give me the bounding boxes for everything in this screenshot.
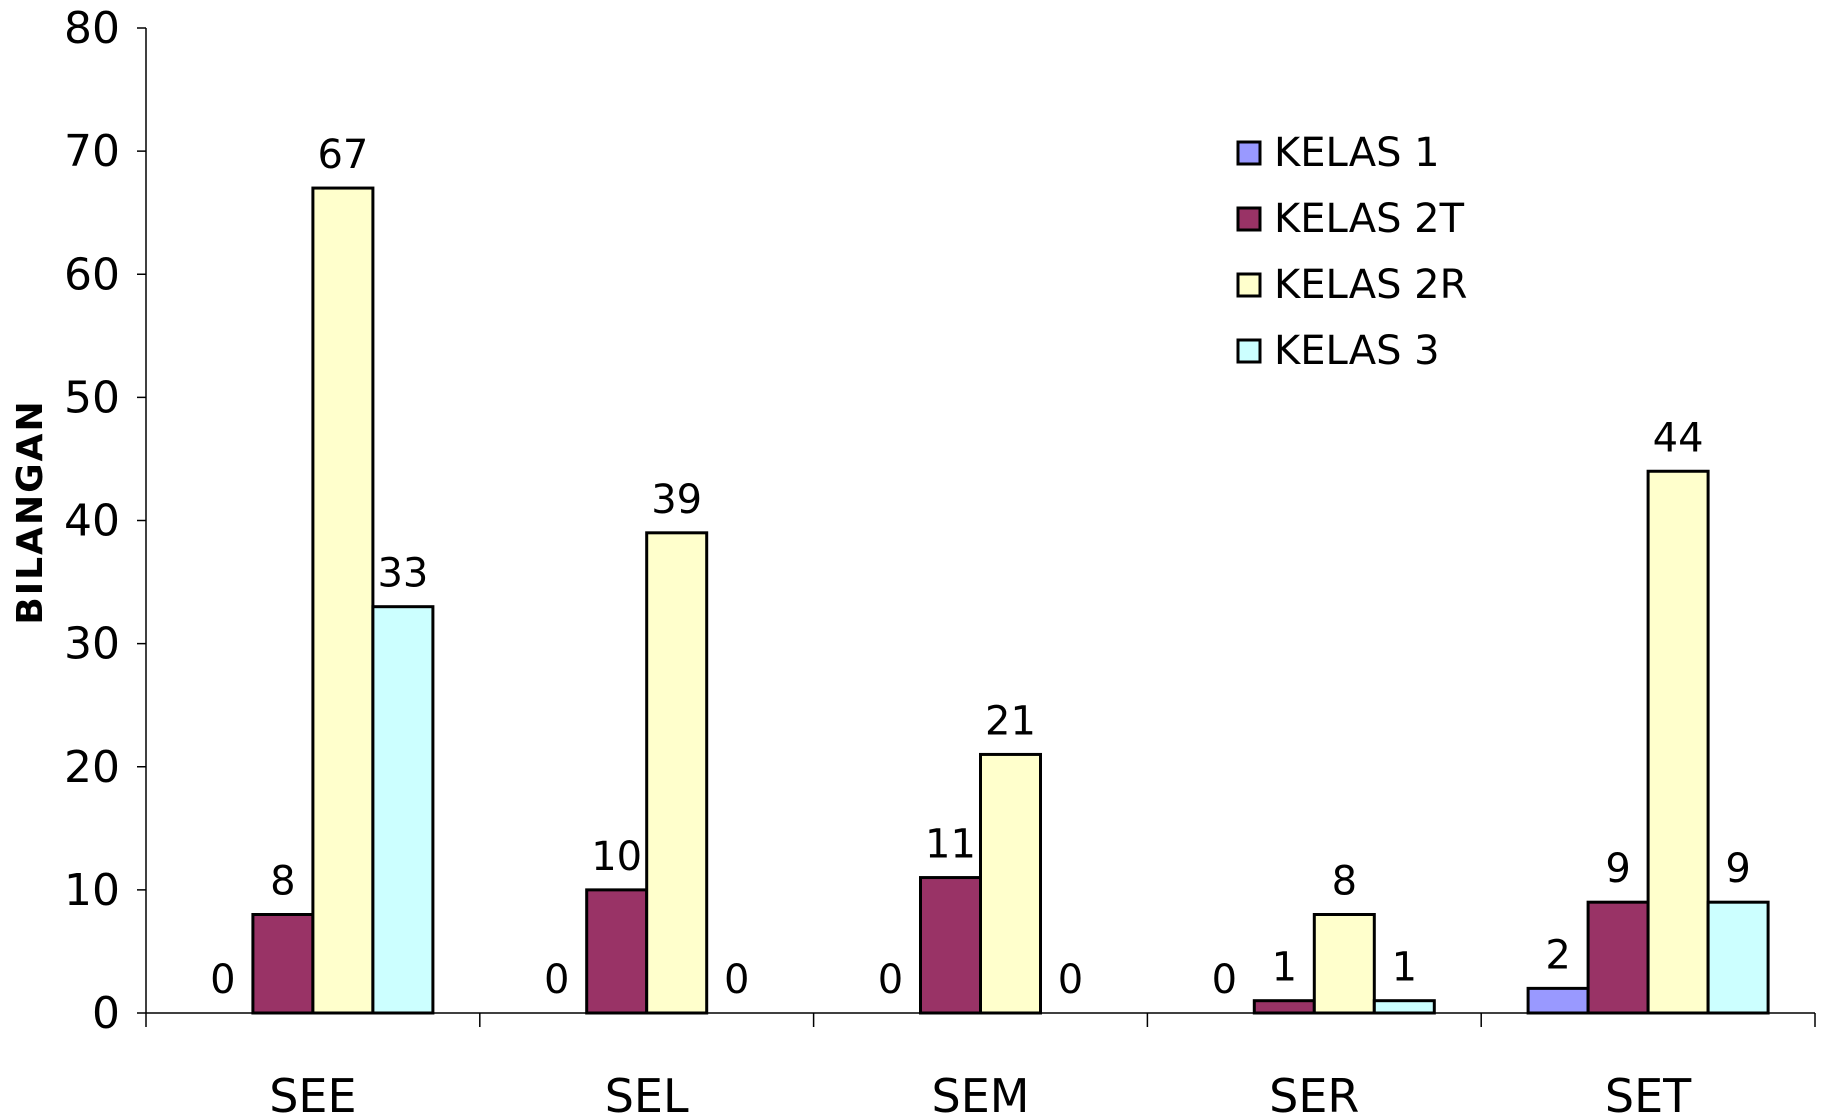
- legend-swatch: [1236, 338, 1262, 364]
- legend-label: KELAS 1: [1274, 130, 1440, 176]
- y-tick-label: 60: [64, 249, 120, 300]
- bars: [251, 186, 1770, 1015]
- bar: [251, 913, 315, 1015]
- data-label: 0: [1212, 957, 1237, 1003]
- data-label: 0: [544, 957, 569, 1003]
- bar: [1312, 913, 1376, 1015]
- data-label: 8: [270, 859, 295, 905]
- data-label: 67: [317, 132, 368, 178]
- data-label: 0: [724, 957, 749, 1003]
- bar: [1586, 900, 1650, 1015]
- legend-label: KELAS 2R: [1274, 262, 1467, 308]
- data-label: 8: [1332, 859, 1357, 905]
- data-label: 44: [1653, 415, 1704, 461]
- data-label: 0: [878, 957, 903, 1003]
- bar: [645, 531, 709, 1015]
- legend-label: KELAS 3: [1274, 328, 1440, 374]
- x-category-label: SEL: [605, 1069, 689, 1117]
- y-tick-label: 0: [92, 988, 120, 1039]
- bar: [1646, 469, 1710, 1015]
- legend-swatch: [1236, 272, 1262, 298]
- y-tick-label: 40: [64, 496, 120, 547]
- data-label: 11: [925, 822, 976, 868]
- y-tick-label: 70: [64, 126, 120, 177]
- bar: [1706, 900, 1770, 1015]
- data-label: 1: [1392, 945, 1417, 991]
- data-label: 0: [210, 957, 235, 1003]
- bar: [979, 752, 1042, 1015]
- data-label: 1: [1272, 945, 1297, 991]
- legend-swatch: [1236, 140, 1262, 166]
- x-category-label: SET: [1605, 1069, 1692, 1117]
- bar: [371, 605, 435, 1015]
- bar: [919, 876, 982, 1015]
- legend-swatch: [1236, 206, 1262, 232]
- y-tick-label: 10: [64, 865, 120, 916]
- legend: KELAS 1 KELAS 2T KELAS 2R KELAS 3: [1236, 130, 1467, 374]
- bar: [1372, 999, 1436, 1015]
- legend-label: KELAS 2T: [1274, 196, 1465, 242]
- bar: [1526, 986, 1590, 1015]
- data-label: 9: [1725, 846, 1750, 892]
- y-tick-label: 50: [64, 372, 120, 423]
- bar: [311, 186, 375, 1015]
- data-label: 33: [377, 551, 428, 597]
- data-label: 21: [985, 698, 1036, 744]
- data-label: 39: [651, 477, 702, 523]
- data-label: 9: [1605, 846, 1630, 892]
- data-label: 2: [1545, 932, 1570, 978]
- y-tick-label: 20: [64, 742, 120, 793]
- x-category-label: SER: [1269, 1069, 1359, 1117]
- data-label: 0: [1058, 957, 1083, 1003]
- y-tick-label: 80: [64, 3, 120, 54]
- data-label: 10: [591, 834, 642, 880]
- x-category-label: SEE: [269, 1069, 356, 1117]
- bar: [585, 888, 649, 1015]
- y-tick-label: 30: [64, 619, 120, 670]
- y-axis-label: BILANGAN: [10, 399, 51, 624]
- bar: [1252, 999, 1316, 1015]
- x-category-label: SEM: [932, 1069, 1030, 1117]
